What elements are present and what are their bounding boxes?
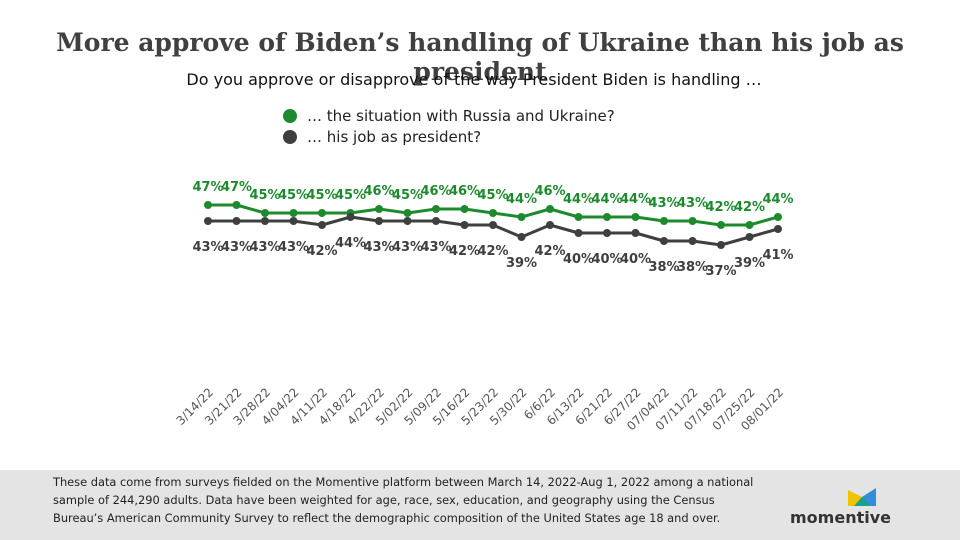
legend-item-ukraine: … the situation with Russia and Ukraine? — [283, 105, 615, 126]
data-point-job — [745, 233, 754, 241]
data-point-job — [660, 237, 668, 245]
data-point-job — [517, 233, 526, 241]
data-label-ukraine: 46% — [534, 184, 565, 199]
momentive-logo-mark — [848, 488, 876, 506]
data-point-job — [204, 217, 212, 225]
data-point-job — [631, 229, 640, 237]
data-label-job: 43% — [249, 240, 280, 255]
data-label-job: 44% — [335, 236, 366, 251]
data-point-job — [346, 213, 355, 221]
data-label-job: 42% — [306, 244, 337, 259]
data-label-job: 40% — [591, 252, 622, 267]
data-label-ukraine: 43% — [677, 196, 708, 211]
data-label-job: 42% — [477, 244, 508, 259]
data-label-ukraine: 43% — [648, 196, 679, 211]
data-point-ukraine — [603, 213, 611, 221]
data-label-job: 39% — [734, 256, 765, 271]
data-point-ukraine — [232, 201, 241, 209]
data-label-ukraine: 45% — [249, 188, 280, 203]
data-point-job — [717, 241, 725, 249]
data-label-ukraine: 44% — [620, 192, 651, 207]
data-label-job: 43% — [392, 240, 423, 255]
data-label-job: 40% — [563, 252, 594, 267]
data-label-ukraine: 42% — [734, 200, 765, 215]
data-point-ukraine — [688, 217, 697, 225]
data-label-ukraine: 45% — [278, 188, 309, 203]
data-point-job — [232, 217, 241, 225]
data-point-ukraine — [460, 205, 469, 213]
data-label-job: 42% — [534, 244, 565, 259]
data-label-job: 39% — [506, 256, 537, 271]
data-point-ukraine — [204, 201, 212, 209]
data-point-ukraine — [574, 213, 583, 221]
data-point-job — [261, 217, 269, 225]
data-point-ukraine — [660, 217, 668, 225]
data-point-job — [546, 221, 554, 229]
data-label-ukraine: 42% — [705, 200, 736, 215]
data-point-ukraine — [489, 209, 497, 217]
data-point-ukraine — [403, 209, 412, 217]
data-label-ukraine: 45% — [392, 188, 423, 203]
data-label-ukraine: 47% — [192, 180, 223, 195]
data-label-ukraine: 44% — [563, 192, 594, 207]
data-point-ukraine — [774, 213, 782, 221]
data-label-job: 37% — [705, 264, 736, 279]
data-point-ukraine — [517, 213, 526, 221]
data-label-job: 43% — [363, 240, 394, 255]
data-label-job: 43% — [420, 240, 451, 255]
data-label-job: 43% — [192, 240, 223, 255]
data-label-ukraine: 45% — [477, 188, 508, 203]
data-point-job — [774, 225, 782, 233]
data-label-ukraine: 44% — [591, 192, 622, 207]
legend-marker-ukraine — [283, 108, 297, 123]
logo-text: momentive — [790, 508, 891, 527]
data-point-job — [289, 217, 298, 225]
data-point-ukraine — [375, 205, 383, 213]
data-point-job — [489, 221, 497, 229]
legend-label-ukraine: … the situation with Russia and Ukraine? — [307, 106, 615, 125]
footer: These data come from surveys fielded on … — [0, 470, 960, 540]
chart-subtitle: Do you approve or disapprove of the way … — [186, 70, 762, 89]
data-label-job: 43% — [221, 240, 252, 255]
data-label-job: 40% — [620, 252, 651, 267]
data-point-job — [688, 237, 697, 245]
data-label-ukraine: 46% — [420, 184, 451, 199]
data-point-ukraine — [546, 205, 554, 213]
data-point-job — [318, 221, 326, 229]
chart-title: More approve of Biden’s handling of Ukra… — [56, 28, 904, 86]
data-point-job — [375, 217, 383, 225]
legend-item-job: … his job as president? — [283, 126, 615, 147]
data-point-ukraine — [289, 209, 298, 217]
legend: … the situation with Russia and Ukraine?… — [283, 105, 615, 147]
data-point-ukraine — [631, 213, 640, 221]
data-label-ukraine: 45% — [335, 188, 366, 203]
data-label-job: 42% — [449, 244, 480, 259]
data-label-job: 38% — [677, 260, 708, 275]
data-label-ukraine: 46% — [449, 184, 480, 199]
data-point-ukraine — [432, 205, 440, 213]
data-label-job: 38% — [648, 260, 679, 275]
data-label-ukraine: 45% — [306, 188, 337, 203]
data-label-ukraine: 44% — [762, 192, 793, 207]
data-point-job — [574, 229, 583, 237]
data-point-job — [432, 217, 440, 225]
line-chart: 47%47%45%45%45%45%46%45%46%46%45%44%46%4… — [174, 180, 794, 433]
data-point-ukraine — [318, 209, 326, 217]
data-point-ukraine — [717, 221, 725, 229]
legend-label-job: … his job as president? — [307, 127, 482, 146]
data-point-job — [603, 229, 611, 237]
momentive-logo: momentive — [790, 488, 891, 538]
data-label-ukraine: 46% — [363, 184, 394, 199]
data-point-ukraine — [745, 221, 754, 229]
legend-marker-job — [283, 129, 297, 144]
data-label-ukraine: 47% — [221, 180, 252, 195]
data-label-ukraine: 44% — [506, 192, 537, 207]
data-label-job: 43% — [278, 240, 309, 255]
data-label-job: 41% — [762, 248, 793, 263]
data-point-ukraine — [261, 209, 269, 217]
data-point-job — [460, 221, 469, 229]
footnote: These data come from surveys fielded on … — [53, 475, 754, 525]
data-point-job — [403, 217, 412, 225]
